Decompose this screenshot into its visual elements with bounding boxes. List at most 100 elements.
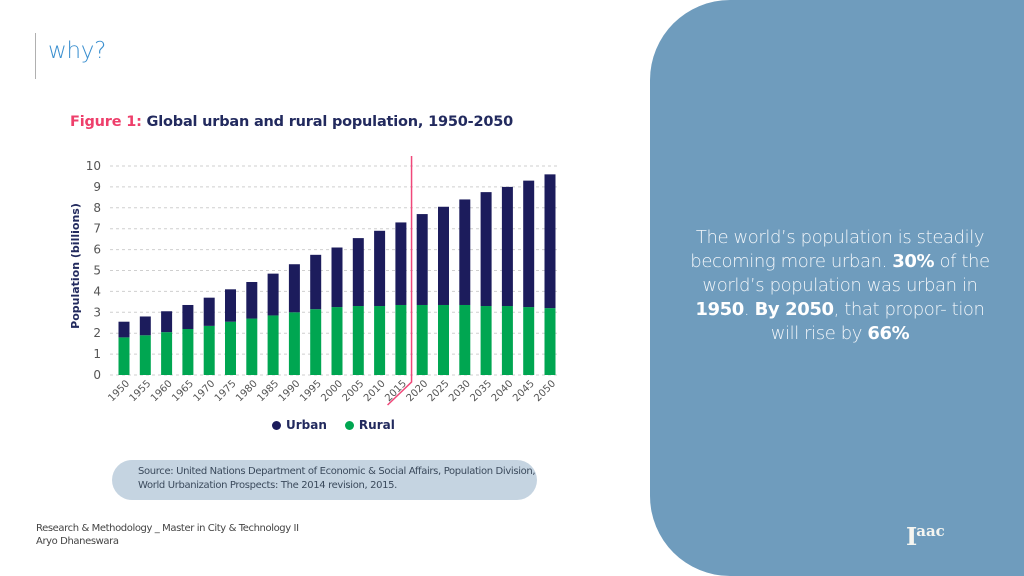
chart-legend: Urban Rural xyxy=(272,418,395,432)
logo-sup: aac xyxy=(916,522,945,540)
bar-urban-2000 xyxy=(331,247,343,308)
y-axis-label: Population (billions) xyxy=(69,203,82,329)
bar-urban-2025 xyxy=(438,206,449,305)
bar-rural-1975 xyxy=(225,321,236,375)
bar-rural-2005 xyxy=(352,306,364,375)
source-line-2: World Urbanization Prospects: The 2014 r… xyxy=(138,480,397,491)
x-tick-label: 2015 xyxy=(383,378,409,404)
bar-urban-1970 xyxy=(203,297,215,326)
footer-course: Research & Methodology _ Master in City … xyxy=(36,523,299,534)
x-tick-label: 1965 xyxy=(170,378,196,404)
legend-dot-urban xyxy=(272,420,281,430)
bar-rural-1990 xyxy=(288,312,300,375)
bar-rural-2030 xyxy=(459,304,471,375)
legend-item-rural: Rural xyxy=(344,418,395,432)
bar-urban-1955 xyxy=(139,316,151,336)
y-tick-label: 6 xyxy=(93,243,101,257)
bar-urban-2010 xyxy=(374,230,386,307)
figure-title: Figure 1: Global urban and rural populat… xyxy=(70,114,513,130)
x-tick-label: 2050 xyxy=(532,378,558,404)
legend-dot-rural xyxy=(344,420,354,430)
bar-urban-1980 xyxy=(246,281,258,319)
bar-urban-2020 xyxy=(416,214,428,305)
y-tick-label: 8 xyxy=(93,201,101,215)
slide-title: why? xyxy=(48,38,107,64)
x-tick-label: 1980 xyxy=(234,378,260,404)
title-accent-bar xyxy=(35,33,36,79)
bar-rural-1985 xyxy=(267,315,279,375)
bar-rural-1960 xyxy=(161,332,173,375)
statement-text: of the world’s population was urban in xyxy=(702,251,990,296)
source-note: Source: United Nations Department of Eco… xyxy=(112,460,537,500)
logo-main: I xyxy=(906,522,917,551)
bar-urban-1985 xyxy=(267,273,279,316)
x-tick-label: 1975 xyxy=(213,378,239,404)
iaac-logo: Iaac xyxy=(906,522,945,551)
bar-urban-1965 xyxy=(182,304,194,330)
bar-urban-2050 xyxy=(544,174,556,309)
bar-urban-2015 xyxy=(395,222,407,305)
x-tick-label: 1960 xyxy=(149,378,175,404)
panel-statement: The world’s population is steadily becom… xyxy=(690,226,990,346)
bar-rural-1970 xyxy=(203,325,215,375)
y-tick-label: 0 xyxy=(93,368,101,382)
stat-2050-rise: 66% xyxy=(867,323,910,344)
footer: Research & Methodology _ Master in City … xyxy=(36,522,299,548)
info-panel: The world’s population is steadily becom… xyxy=(650,0,1024,576)
x-tick-label: 2045 xyxy=(511,378,537,404)
x-tick-label: 2035 xyxy=(468,378,494,404)
y-tick-label: 2 xyxy=(93,326,101,340)
y-tick-label: 10 xyxy=(86,159,101,173)
y-tick-label: 1 xyxy=(93,347,101,361)
bar-rural-1950 xyxy=(118,337,130,375)
bar-urban-1950 xyxy=(118,321,130,338)
y-tick-label: 9 xyxy=(93,180,101,194)
x-tick-label: 1995 xyxy=(298,378,324,404)
bar-rural-2020 xyxy=(416,304,428,375)
bar-rural-1965 xyxy=(182,329,194,375)
bar-rural-1980 xyxy=(246,318,258,375)
legend-item-urban: Urban xyxy=(272,418,327,432)
bar-rural-2050 xyxy=(544,308,556,375)
x-tick-label: 1970 xyxy=(192,378,218,404)
x-tick-label: 1990 xyxy=(277,378,303,404)
bar-urban-1990 xyxy=(288,264,300,313)
x-tick-label: 2025 xyxy=(426,378,452,404)
y-tick-label: 4 xyxy=(93,284,101,298)
legend-label-urban: Urban xyxy=(286,418,327,432)
figure-label: Figure 1: xyxy=(70,114,142,130)
statement-text: . xyxy=(743,299,755,320)
figure-title-text: Global urban and rural population, 1950-… xyxy=(141,114,514,130)
y-tick-label: 5 xyxy=(93,264,101,278)
bar-urban-2005 xyxy=(352,238,364,307)
statement-text: The world’s population is steadily becom… xyxy=(690,227,985,272)
bar-rural-2045 xyxy=(523,307,535,375)
y-tick-label: 7 xyxy=(93,222,101,236)
x-tick-label: 1985 xyxy=(255,378,281,404)
bar-urban-2035 xyxy=(480,192,492,307)
bar-rural-1995 xyxy=(310,309,322,375)
footer-author: Aryo Dhaneswara xyxy=(36,536,119,547)
bar-rural-2015 xyxy=(395,304,407,375)
bar-rural-2025 xyxy=(438,304,449,375)
bar-urban-2030 xyxy=(459,199,471,305)
x-tick-label: 2020 xyxy=(405,378,431,404)
x-tick-label: 2000 xyxy=(319,378,345,404)
stat-year-2050: By 2050 xyxy=(754,299,834,320)
bar-rural-2035 xyxy=(480,306,492,375)
bar-urban-1995 xyxy=(310,254,322,310)
bar-rural-2000 xyxy=(331,307,343,375)
legend-label-rural: Rural xyxy=(358,418,395,432)
stat-1950-urban-share: 30% xyxy=(892,251,935,272)
bar-rural-2040 xyxy=(501,306,513,375)
stat-year-1950: 1950 xyxy=(695,299,744,320)
statement-text: , that propor- tion will rise by xyxy=(770,299,985,344)
bar-rural-1955 xyxy=(139,335,151,375)
x-tick-label: 2010 xyxy=(362,378,388,404)
bar-urban-2040 xyxy=(501,186,513,307)
x-tick-label: 2040 xyxy=(490,378,516,404)
y-tick-label: 3 xyxy=(93,305,101,319)
projection-divider-line xyxy=(387,156,413,406)
bar-urban-1975 xyxy=(225,289,236,322)
x-tick-label: 1955 xyxy=(128,378,154,404)
